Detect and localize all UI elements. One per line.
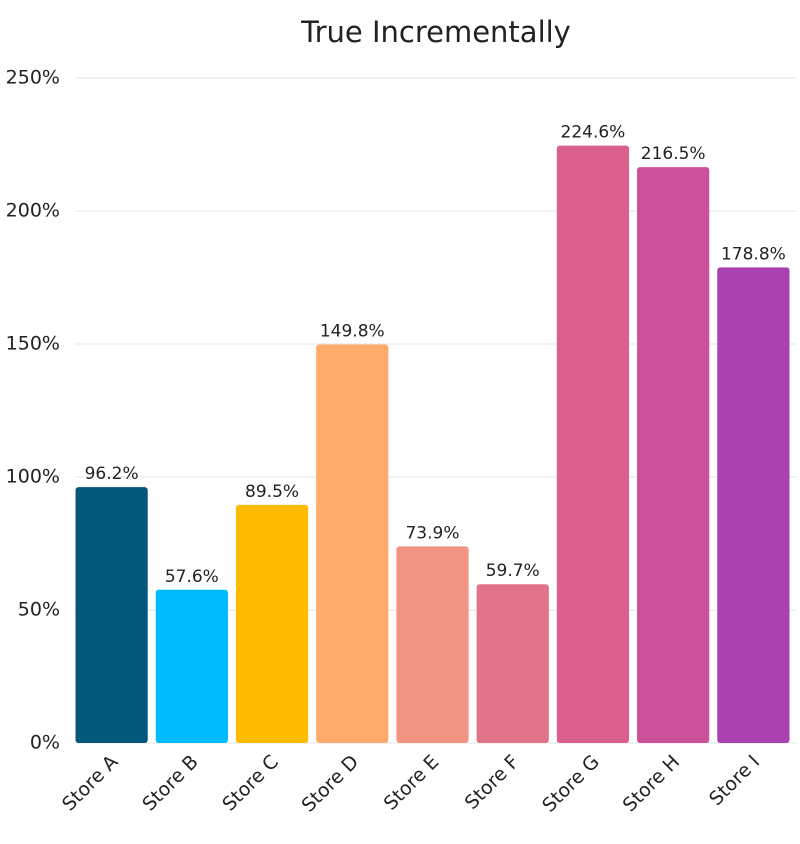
- x-tick-label: Store I: [705, 751, 764, 810]
- y-tick-label: 0%: [30, 732, 60, 754]
- bar: [235, 504, 309, 743]
- bar: [316, 344, 389, 743]
- value-label: 57.6%: [165, 567, 219, 587]
- value-label: 73.9%: [405, 523, 459, 543]
- bar: [396, 546, 469, 743]
- x-tick-label: Store C: [218, 751, 283, 816]
- value-label: 149.8%: [320, 322, 385, 342]
- x-tick-label: Store B: [138, 751, 203, 816]
- value-label: 89.5%: [245, 482, 299, 502]
- y-tick-label: 50%: [18, 599, 60, 621]
- bar: [717, 267, 790, 743]
- value-label: 59.7%: [486, 561, 540, 581]
- value-label: 96.2%: [85, 464, 139, 484]
- x-tick-label: Store F: [461, 751, 524, 814]
- bar: [75, 487, 148, 743]
- x-tick-label: Store G: [538, 751, 604, 817]
- y-tick-label: 200%: [6, 200, 60, 222]
- value-label: 216.5%: [641, 144, 706, 164]
- y-tick-label: 150%: [6, 333, 60, 355]
- value-label: 224.6%: [561, 123, 626, 143]
- y-tick-label: 100%: [6, 466, 60, 488]
- x-tick-label: Store H: [619, 751, 684, 816]
- bar: [637, 167, 710, 744]
- bar: [155, 589, 228, 743]
- bar: [476, 584, 549, 743]
- x-tick-label: Store A: [58, 751, 123, 816]
- chart-title: True Incrementally: [300, 15, 571, 49]
- value-label: 178.8%: [721, 244, 786, 264]
- x-tick-label: Store D: [298, 751, 364, 817]
- x-tick-label: Store E: [380, 751, 444, 815]
- bar: [556, 145, 630, 744]
- y-tick-label: 250%: [6, 67, 60, 89]
